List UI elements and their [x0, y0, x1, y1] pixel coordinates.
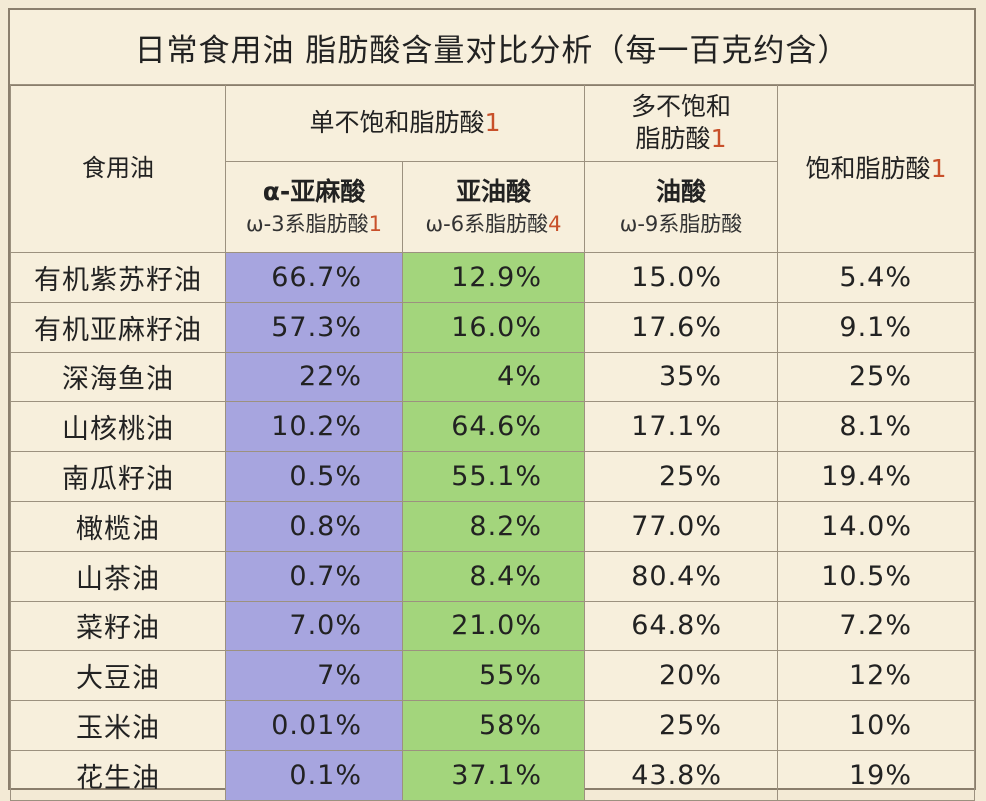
oil-column-header: 食用油 — [10, 84, 226, 253]
oil-name-cell: 橄榄油 — [10, 500, 226, 552]
saturated-cell: 12% — [777, 650, 976, 702]
linoleic-cell: 55% — [401, 650, 586, 702]
saturated-cell: 5.4% — [777, 252, 976, 303]
saturated-cell: 19.4% — [777, 451, 976, 502]
oleic-cell: 25% — [584, 700, 779, 751]
linoleic-header: 亚油酸 ω-6系脂肪酸4 — [401, 161, 586, 253]
alpha-linolenic-cell: 66.7% — [225, 252, 403, 303]
alpha-linolenic-cell: 22% — [225, 351, 403, 403]
alpha-linolenic-cell: 7.0% — [225, 600, 403, 652]
footnote-mark: 1 — [710, 124, 727, 153]
poly-unsaturated-label-line2: 脂肪酸 — [635, 124, 711, 153]
oil-name-cell: 玉米油 — [10, 700, 226, 751]
mono-unsaturated-header: 单不饱和脂肪酸1 — [224, 84, 586, 162]
saturated-label: 饱和脂肪酸 — [805, 153, 931, 183]
alpha-linolenic-cell: 0.01% — [225, 700, 403, 751]
table-row: 玉米油 0.01% 58% 25% 10% — [10, 700, 976, 751]
alpha-linolenic-cell: 0.5% — [225, 451, 403, 502]
table-row: 大豆油 7% 55% 20% 12% — [10, 650, 976, 702]
linoleic-cell: 8.4% — [401, 550, 586, 602]
table-row: 有机亚麻籽油 57.3% 16.0% 17.6% 9.1% — [10, 301, 976, 353]
saturated-cell: 19% — [777, 749, 976, 801]
oil-name-cell: 山核桃油 — [10, 401, 226, 453]
linoleic-cell: 16.0% — [401, 301, 586, 353]
omega-6-label: ω-6系脂肪酸 — [425, 212, 549, 236]
oleic-name: 油酸 — [656, 177, 707, 206]
oleic-cell: 15.0% — [584, 252, 779, 303]
table-row: 深海鱼油 22% 4% 35% 25% — [10, 351, 976, 403]
table-row: 橄榄油 0.8% 8.2% 77.0% 14.0% — [10, 500, 976, 552]
alpha-linolenic-cell: 57.3% — [225, 301, 403, 353]
saturated-cell: 10.5% — [777, 550, 976, 602]
table-row: 花生油 0.1% 37.1% 43.8% 19% — [10, 749, 976, 801]
oil-name-cell: 花生油 — [10, 749, 226, 801]
linoleic-cell: 8.2% — [401, 500, 586, 552]
oleic-cell: 25% — [584, 451, 779, 502]
linoleic-cell: 12.9% — [401, 252, 586, 303]
omega-3-label: ω-3系脂肪酸 — [246, 212, 369, 236]
footnote-mark: 1 — [930, 153, 947, 183]
linoleic-cell: 37.1% — [401, 749, 586, 801]
oil-name-cell: 南瓜籽油 — [10, 451, 226, 502]
alpha-linolenic-cell: 10.2% — [225, 401, 403, 453]
oleic-header: 油酸 ω-9系脂肪酸 — [584, 161, 779, 253]
table-row: 山核桃油 10.2% 64.6% 17.1% 8.1% — [10, 401, 976, 453]
alpha-linolenic-name: α-亚麻酸 — [262, 177, 366, 206]
table-title: 日常食用油 脂肪酸含量对比分析（每一百克约含） — [10, 10, 974, 86]
oleic-cell: 17.6% — [584, 301, 779, 353]
oleic-cell: 77.0% — [584, 500, 779, 552]
oleic-cell: 80.4% — [584, 550, 779, 602]
linoleic-cell: 64.6% — [401, 401, 586, 453]
alpha-linolenic-cell: 0.1% — [225, 749, 403, 801]
comparison-table-frame: 日常食用油 脂肪酸含量对比分析（每一百克约含） 食用油 单不饱和脂肪酸1 多不饱… — [8, 8, 976, 801]
alpha-linolenic-cell: 7% — [225, 650, 403, 702]
alpha-linolenic-cell: 0.7% — [225, 550, 403, 602]
saturated-cell: 10% — [777, 700, 976, 751]
oil-name-cell: 大豆油 — [10, 650, 226, 702]
header-row-sub: α-亚麻酸 ω-3系脂肪酸1 亚油酸 ω-6系脂肪酸4 油酸 ω-9系脂肪酸 — [11, 161, 975, 253]
oleic-cell: 17.1% — [584, 401, 779, 453]
oil-name-cell: 有机亚麻籽油 — [10, 301, 226, 353]
footnote-mark: 1 — [368, 212, 382, 236]
table-row: 山茶油 0.7% 8.4% 80.4% 10.5% — [10, 550, 976, 602]
oil-name-cell: 菜籽油 — [10, 600, 226, 652]
header-row-group: 食用油 单不饱和脂肪酸1 多不饱和 脂肪酸1 饱和脂肪酸1 — [10, 84, 976, 253]
saturated-cell: 8.1% — [777, 401, 976, 453]
oleic-cell: 64.8% — [584, 600, 779, 652]
footnote-mark: 4 — [548, 212, 562, 236]
saturated-cell: 9.1% — [777, 301, 976, 353]
oil-name-cell: 有机紫苏籽油 — [10, 252, 226, 303]
saturated-cell: 25% — [777, 351, 976, 403]
linoleic-name: 亚油酸 — [456, 177, 532, 206]
footnote-mark: 1 — [484, 108, 501, 137]
fatty-acid-table: 食用油 单不饱和脂肪酸1 多不饱和 脂肪酸1 饱和脂肪酸1 α-亚麻酸 ω-3系… — [10, 84, 976, 801]
oil-name-cell: 深海鱼油 — [10, 351, 226, 403]
table-row: 南瓜籽油 0.5% 55.1% 25% 19.4% — [10, 451, 976, 502]
alpha-linolenic-cell: 0.8% — [225, 500, 403, 552]
poly-unsaturated-header: 多不饱和 脂肪酸1 — [584, 84, 779, 162]
table-row: 菜籽油 7.0% 21.0% 64.8% 7.2% — [10, 600, 976, 652]
linoleic-cell: 58% — [401, 700, 586, 751]
linoleic-cell: 55.1% — [401, 451, 586, 502]
oleic-cell: 43.8% — [584, 749, 779, 801]
saturated-cell: 7.2% — [777, 600, 976, 652]
mono-unsaturated-label: 单不饱和脂肪酸 — [309, 108, 485, 137]
oleic-cell: 35% — [584, 351, 779, 403]
oleic-cell: 20% — [584, 650, 779, 702]
poly-unsaturated-label-line1: 多不饱和 — [631, 92, 732, 121]
linoleic-cell: 4% — [401, 351, 586, 403]
omega-9-label: ω-9系脂肪酸 — [619, 212, 743, 236]
saturated-header: 饱和脂肪酸1 — [777, 84, 976, 253]
saturated-cell: 14.0% — [777, 500, 976, 552]
linoleic-cell: 21.0% — [401, 600, 586, 652]
table-row: 有机紫苏籽油 66.7% 12.9% 15.0% 5.4% — [10, 252, 976, 303]
alpha-linolenic-header: α-亚麻酸 ω-3系脂肪酸1 — [225, 161, 403, 253]
oil-name-cell: 山茶油 — [10, 550, 226, 602]
